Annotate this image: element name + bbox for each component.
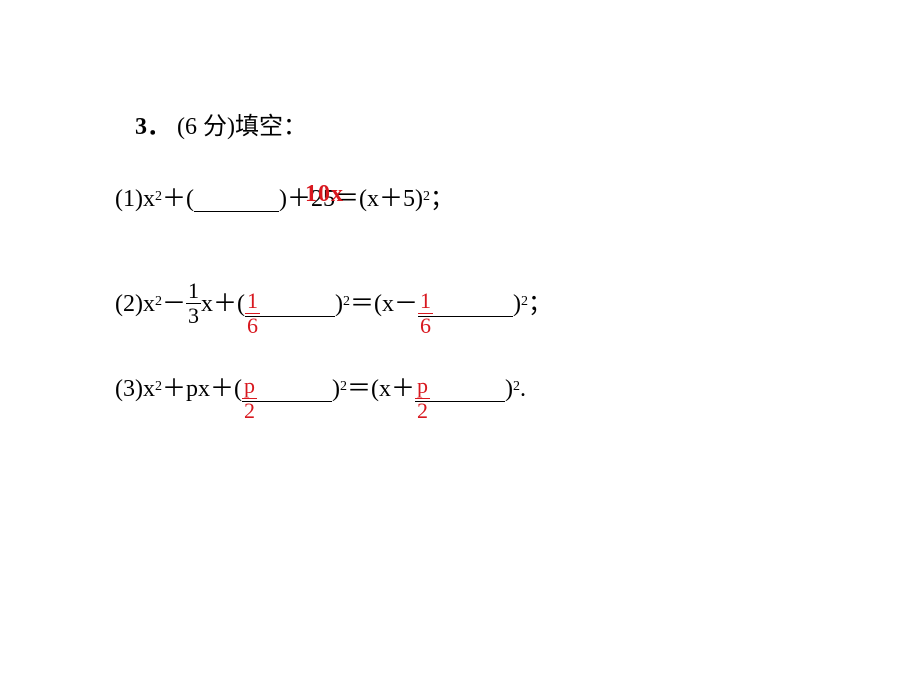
q3-blank-2: p 2 (415, 375, 505, 402)
q3-index: (3) (115, 377, 143, 401)
q1-plus-open: ＋( (162, 187, 194, 211)
q3-tail: . (520, 377, 526, 401)
q2-close1: ) (335, 292, 343, 316)
q3-ans2-den: 2 (415, 400, 430, 422)
q3-blank-1: p 2 (242, 375, 332, 402)
q3-close1-exp: 2 (340, 380, 347, 394)
q2-coef-frac: 1 3 (186, 280, 201, 327)
question-number: 3． (135, 114, 171, 140)
q2-xplus: x＋( (201, 292, 245, 316)
q2-close1-exp: 2 (343, 295, 350, 309)
q3-ans1-num: p (242, 375, 257, 397)
points-close: ) (227, 114, 235, 140)
q3-ans2-num: p (415, 375, 430, 397)
q2-answer-2: 1 6 (418, 290, 433, 337)
q1-answer: 10x (305, 181, 344, 208)
q2-index: (2) (115, 292, 143, 316)
q2-eq: ＝(x－ (350, 292, 418, 316)
title-label: 填空： (235, 114, 307, 140)
q2-exp: 2 (155, 295, 162, 309)
q3-close2: ) (505, 377, 513, 401)
q2-coef-num: 1 (186, 280, 201, 302)
page: 3． (6 分)填空： (1) x2 ＋( ) ＋ 25 ＝(x＋5)2 ； 1… (0, 0, 920, 690)
q2-ans1-den: 6 (245, 315, 260, 337)
q2-blank-2: 1 6 (418, 290, 513, 317)
q1-eq-rhs: ＝(x＋5) (335, 187, 423, 211)
points-value: 6 分 (185, 114, 227, 140)
q1-exp: 2 (155, 190, 162, 204)
question-2: (2) x2 － 1 3 x＋( 1 6 )2 ＝(x－ 1 6 )2 ； (115, 280, 552, 327)
q1-var: x (143, 187, 155, 211)
q3-plus: ＋px＋( (162, 377, 242, 401)
question-3: (3) x2 ＋px＋( p 2 )2 ＝(x＋ p 2 )2 . (115, 375, 526, 402)
q2-minus: － (162, 292, 186, 316)
q3-var: x (143, 377, 155, 401)
q2-ans2-num: 1 (418, 290, 433, 312)
q2-blank-1: 1 6 (245, 290, 335, 317)
q1-rhs-exp: 2 (423, 190, 430, 204)
q2-answer-1: 1 6 (245, 290, 260, 337)
q1-tail: ； (430, 187, 454, 211)
q1-close: ) (279, 187, 287, 211)
q2-tail: ； (528, 292, 552, 316)
q2-close2-exp: 2 (521, 295, 528, 309)
q2-ans1-num: 1 (245, 290, 260, 312)
q2-var: x (143, 292, 155, 316)
question-title: 3． (6 分)填空： (135, 115, 307, 139)
points-open: ( (177, 114, 185, 140)
q1-blank (194, 185, 279, 212)
q3-ans1-den: 2 (242, 400, 257, 422)
q2-ans2-den: 6 (418, 315, 433, 337)
q3-close2-exp: 2 (513, 380, 520, 394)
q3-eq: ＝(x＋ (347, 377, 415, 401)
q3-answer-1: p 2 (242, 375, 257, 422)
q2-coef-den: 3 (186, 305, 201, 327)
q1-index: (1) (115, 187, 143, 211)
q3-answer-2: p 2 (415, 375, 430, 422)
q3-close1: ) (332, 377, 340, 401)
question-1: (1) x2 ＋( ) ＋ 25 ＝(x＋5)2 ； (115, 185, 454, 212)
q2-close2: ) (513, 292, 521, 316)
q3-exp: 2 (155, 380, 162, 394)
